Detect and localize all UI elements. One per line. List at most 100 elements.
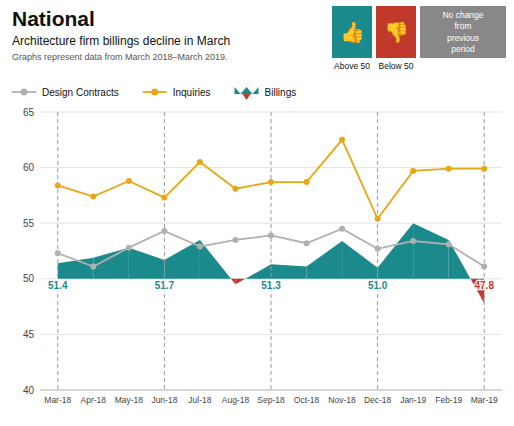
key-box: 👍 Above 50 bbox=[332, 6, 372, 71]
legend: Design Contracts Inquiries Billings bbox=[12, 87, 296, 101]
x-tick-label: May-18 bbox=[115, 395, 144, 405]
series-marker bbox=[197, 159, 203, 165]
highlight-line bbox=[484, 112, 485, 390]
x-tick-label: Feb-19 bbox=[435, 395, 462, 405]
key-box-text-line: 👍 bbox=[340, 20, 365, 44]
billings-area bbox=[231, 279, 235, 285]
series-marker bbox=[268, 232, 274, 238]
billings-area bbox=[307, 241, 343, 279]
key-box-bg bbox=[420, 6, 506, 58]
series-marker bbox=[161, 195, 167, 201]
series-marker bbox=[410, 168, 416, 174]
x-tick-label: Dec-18 bbox=[364, 395, 392, 405]
x-tick-label: Mar-18 bbox=[44, 395, 71, 405]
key-box: 👎 Below 50 bbox=[376, 6, 416, 71]
series-marker bbox=[410, 238, 416, 244]
x-tick-label: Nov-18 bbox=[328, 395, 356, 405]
key-box-text: 👍 bbox=[340, 20, 365, 44]
data-label: 47.8 bbox=[474, 280, 494, 291]
x-axis-line bbox=[40, 390, 502, 391]
series-marker bbox=[197, 244, 203, 250]
series-marker bbox=[90, 264, 96, 270]
legend-item: Inquiries bbox=[143, 87, 211, 98]
billings-area bbox=[413, 223, 449, 279]
x-tick-label: Jan-19 bbox=[400, 395, 426, 405]
legend-swatch bbox=[235, 87, 259, 94]
series-marker bbox=[481, 264, 487, 270]
key-box-bg bbox=[332, 6, 372, 58]
y-tick-label: 55 bbox=[23, 218, 35, 229]
data-label: 51.4 bbox=[48, 280, 68, 291]
legend-swatch bbox=[151, 89, 158, 96]
legend-label: Design Contracts bbox=[42, 87, 119, 98]
title: National bbox=[12, 7, 95, 30]
grid-line bbox=[40, 167, 502, 168]
labels: 51.4 51.7 51.3 51.0 47.8 bbox=[48, 280, 494, 291]
key-box-label: Below 50 bbox=[379, 61, 414, 71]
y-tick-label: 65 bbox=[23, 107, 35, 118]
series-marker bbox=[55, 182, 61, 188]
series-marker bbox=[161, 228, 167, 234]
series-marker bbox=[268, 179, 274, 185]
key-box-text-line: period bbox=[451, 44, 475, 54]
x-tick-label: Oct-18 bbox=[294, 395, 320, 405]
x-tick-label: Mar-19 bbox=[471, 395, 498, 405]
legend-swatch bbox=[21, 89, 28, 96]
grid-line bbox=[40, 334, 502, 335]
legend-item: Design Contracts bbox=[12, 87, 119, 98]
billings-area bbox=[235, 279, 245, 285]
series-marker bbox=[375, 216, 381, 222]
key-box-text-line: from bbox=[455, 21, 472, 31]
series-line bbox=[58, 229, 484, 267]
plot-area bbox=[55, 112, 487, 390]
billings-area bbox=[129, 248, 165, 279]
series-line bbox=[58, 140, 484, 219]
y-tick-label: 45 bbox=[23, 329, 35, 340]
subtitle: Architecture firm billings decline in Ma… bbox=[12, 34, 230, 48]
data-label: 51.0 bbox=[368, 280, 388, 291]
key-box-text-line: previous bbox=[447, 33, 479, 43]
y-tick-label: 60 bbox=[23, 162, 35, 173]
x-tick-label: Jul-18 bbox=[188, 395, 211, 405]
key-box-label: Above 50 bbox=[334, 61, 370, 71]
chart: National Architecture firm billings decli… bbox=[0, 0, 514, 426]
billings-area bbox=[271, 264, 307, 278]
series-marker bbox=[232, 237, 238, 243]
series-marker bbox=[304, 179, 310, 185]
data-label: 51.3 bbox=[261, 280, 281, 291]
data-label: 51.7 bbox=[155, 280, 175, 291]
x-tick-label: Aug-18 bbox=[222, 395, 250, 405]
key-box: No changefrom previousperiod bbox=[420, 6, 506, 58]
key-box-text-line: 👎 bbox=[384, 20, 409, 44]
series-marker bbox=[339, 137, 345, 143]
x-axis: Mar-18Apr-18May-18Jun-18Jul-18Aug-18Sep-… bbox=[40, 390, 502, 405]
billings-area bbox=[164, 240, 200, 279]
series-marker bbox=[126, 245, 132, 251]
x-tick-label: Apr-18 bbox=[81, 395, 107, 405]
legend-item: Billings bbox=[235, 87, 297, 101]
series-marker bbox=[446, 166, 452, 172]
series-marker bbox=[55, 250, 61, 256]
x-tick-label: Sep-18 bbox=[257, 395, 285, 405]
grid-line bbox=[40, 390, 502, 391]
key-box-text-line: No change bbox=[442, 10, 483, 20]
highlight-line bbox=[164, 112, 165, 390]
y-axis: 404550556065 bbox=[23, 107, 502, 396]
series-marker bbox=[375, 246, 381, 252]
series-marker bbox=[232, 186, 238, 192]
legend-label: Billings bbox=[265, 87, 297, 98]
y-tick-label: 40 bbox=[23, 385, 35, 396]
legend-swatch bbox=[243, 94, 251, 100]
note: Graphs represent data from March 2018–Ma… bbox=[12, 52, 228, 62]
billings-area bbox=[378, 223, 414, 279]
grid-line bbox=[40, 223, 502, 224]
series-marker bbox=[126, 178, 132, 184]
series-marker bbox=[304, 240, 310, 246]
key-box-text: 👎 bbox=[384, 20, 409, 44]
series-marker bbox=[446, 241, 452, 247]
legend-label: Inquiries bbox=[173, 87, 211, 98]
highlight-line bbox=[271, 112, 272, 390]
series-marker bbox=[90, 194, 96, 200]
series-marker bbox=[339, 226, 345, 232]
key-box-text: No changefrom previousperiod bbox=[442, 10, 483, 53]
